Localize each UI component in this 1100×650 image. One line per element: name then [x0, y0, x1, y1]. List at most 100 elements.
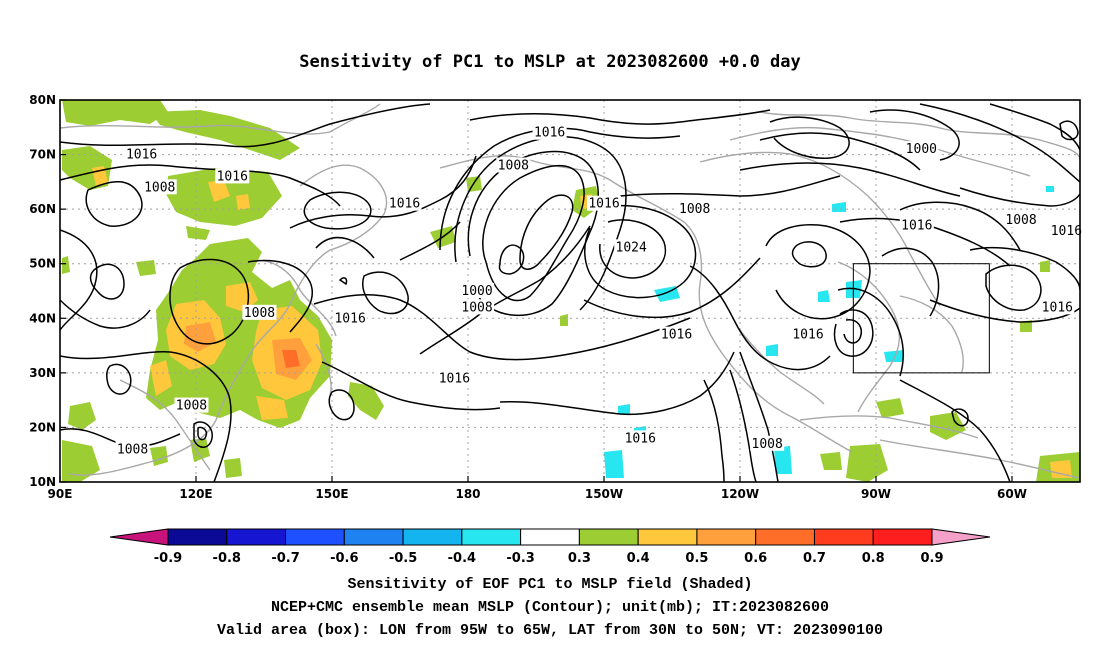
- coastline: [119, 379, 211, 471]
- contour-label: 1008: [679, 202, 710, 217]
- contour-line: [899, 201, 1021, 251]
- lon-tick-label: 150W: [585, 487, 623, 501]
- contour-label-bg: [333, 310, 368, 326]
- contour-label: 1016: [439, 371, 470, 386]
- contour-label: 1008: [176, 399, 207, 414]
- contour-label-bg: [904, 141, 939, 157]
- shade-positive-03: [68, 402, 96, 430]
- contour-line: [289, 155, 477, 229]
- contour-line: [703, 379, 725, 482]
- colorbar-label: -0.8: [213, 551, 241, 566]
- contour-label: 1016: [588, 197, 619, 212]
- contour-line: [584, 205, 697, 299]
- colorbar-label: 0.9: [920, 551, 943, 566]
- contour-label: 1016: [126, 148, 157, 163]
- contour-line: [169, 258, 250, 345]
- colorbar-segment: [755, 528, 815, 546]
- contour-label: 1008: [1005, 213, 1036, 228]
- contour-line: [833, 309, 874, 357]
- coastline: [759, 111, 1080, 161]
- lon-tick-label: 120E: [179, 487, 212, 501]
- contour-line: [498, 244, 525, 275]
- colorbar-segment: [578, 528, 639, 546]
- contour-line: [467, 150, 599, 317]
- axis-ticks: 90E 120E 150E 180 150W 120W 90W 60W 80N 70N 60N 50N…: [29, 93, 1027, 501]
- colorbar-segment: [696, 528, 757, 546]
- colorbar-label: 0.5: [685, 551, 708, 566]
- shade-positive-03: [348, 382, 384, 420]
- coastline: [799, 415, 979, 439]
- contour-label-bg: [791, 326, 825, 342]
- contour-line: [1059, 120, 1079, 141]
- colorbar-segment: [520, 528, 580, 546]
- contour-label: 1016: [901, 219, 932, 234]
- shade-negative-03: [618, 404, 630, 414]
- colorbar-segment: [167, 528, 228, 546]
- contour-label-bg: [587, 195, 621, 211]
- contour-label: 1008: [498, 158, 529, 173]
- contour-label: 1016: [1051, 224, 1082, 239]
- contour-label-bg: [623, 430, 658, 446]
- contour-label-bg: [115, 441, 150, 457]
- lon-tick-label: 90W: [861, 487, 891, 501]
- colorbar-label: 0.6: [744, 551, 767, 566]
- contour-label: 1000: [461, 284, 492, 299]
- contour-line: [328, 389, 355, 421]
- lat-tick-label: 40N: [29, 311, 56, 325]
- contour-line: [419, 225, 591, 355]
- shade-positive-03: [1020, 320, 1032, 332]
- contour-label: 1008: [244, 306, 275, 321]
- mslp-contours: [60, 103, 1080, 482]
- map-panel: 1016 1008 1016 1016 1008 1016 1008 1008 1016 1016…: [29, 93, 1084, 501]
- contour-line: [583, 257, 761, 319]
- colorbar-label: 0.8: [862, 551, 885, 566]
- contour-line: [193, 421, 213, 448]
- caption-line-3: Valid area (box): LON from 95W to 65W, L…: [217, 622, 883, 639]
- shade-negative-03: [1046, 186, 1054, 192]
- caption-line-1: Sensitivity of EOF PC1 to MSLP field (Sh…: [347, 576, 752, 593]
- colorbar-segment: [226, 528, 287, 546]
- contour-label: 1016: [625, 431, 656, 446]
- shade-positive-03: [1040, 260, 1050, 272]
- lon-tick-label: 120W: [721, 487, 759, 501]
- shade-positive-04: [256, 396, 288, 420]
- contour-label-bg: [659, 326, 694, 342]
- contour-label-bg: [899, 217, 934, 233]
- contour-label-bg: [496, 157, 531, 173]
- contour-line: [881, 247, 940, 317]
- coastline: [249, 260, 337, 337]
- contour-line: [837, 287, 905, 377]
- coastline: [69, 164, 388, 476]
- shade-positive-06: [282, 350, 300, 368]
- colorbar-label: -0.4: [448, 551, 476, 566]
- lat-tick-label: 70N: [29, 148, 56, 162]
- contour-line: [843, 319, 862, 344]
- contour-line: [951, 408, 969, 427]
- shade-positive-03: [560, 314, 568, 326]
- shade-positive-03: [820, 452, 842, 470]
- contour-line: [729, 369, 757, 482]
- contour-line: [197, 426, 208, 441]
- colorbar-label: -0.5: [389, 551, 417, 566]
- coastlines: [60, 103, 1080, 479]
- contour-label: 1016: [217, 169, 248, 184]
- coastline: [899, 295, 964, 373]
- contour-label: 1024: [616, 240, 647, 255]
- caption-line-2: NCEP+CMC ensemble mean MSLP (Contour); u…: [271, 599, 829, 616]
- shade-positive-03: [62, 100, 168, 126]
- colorbar-arrow-right: [931, 528, 991, 546]
- colorbar-segment: [813, 528, 874, 546]
- shade-positive-04: [236, 194, 250, 210]
- contour-line: [769, 116, 850, 159]
- contour-line: [313, 294, 691, 361]
- contour-line: [919, 103, 1080, 183]
- contour-line: [599, 219, 667, 279]
- shade-negative-03: [884, 350, 904, 362]
- colorbar-segment: [872, 528, 933, 546]
- contour-label: 1016: [389, 197, 420, 212]
- contour-label-bg: [437, 370, 472, 386]
- colorbar-segment: [637, 528, 698, 546]
- contour-label: 1008: [461, 300, 492, 315]
- contour-line: [519, 194, 574, 270]
- contour-line: [482, 164, 585, 302]
